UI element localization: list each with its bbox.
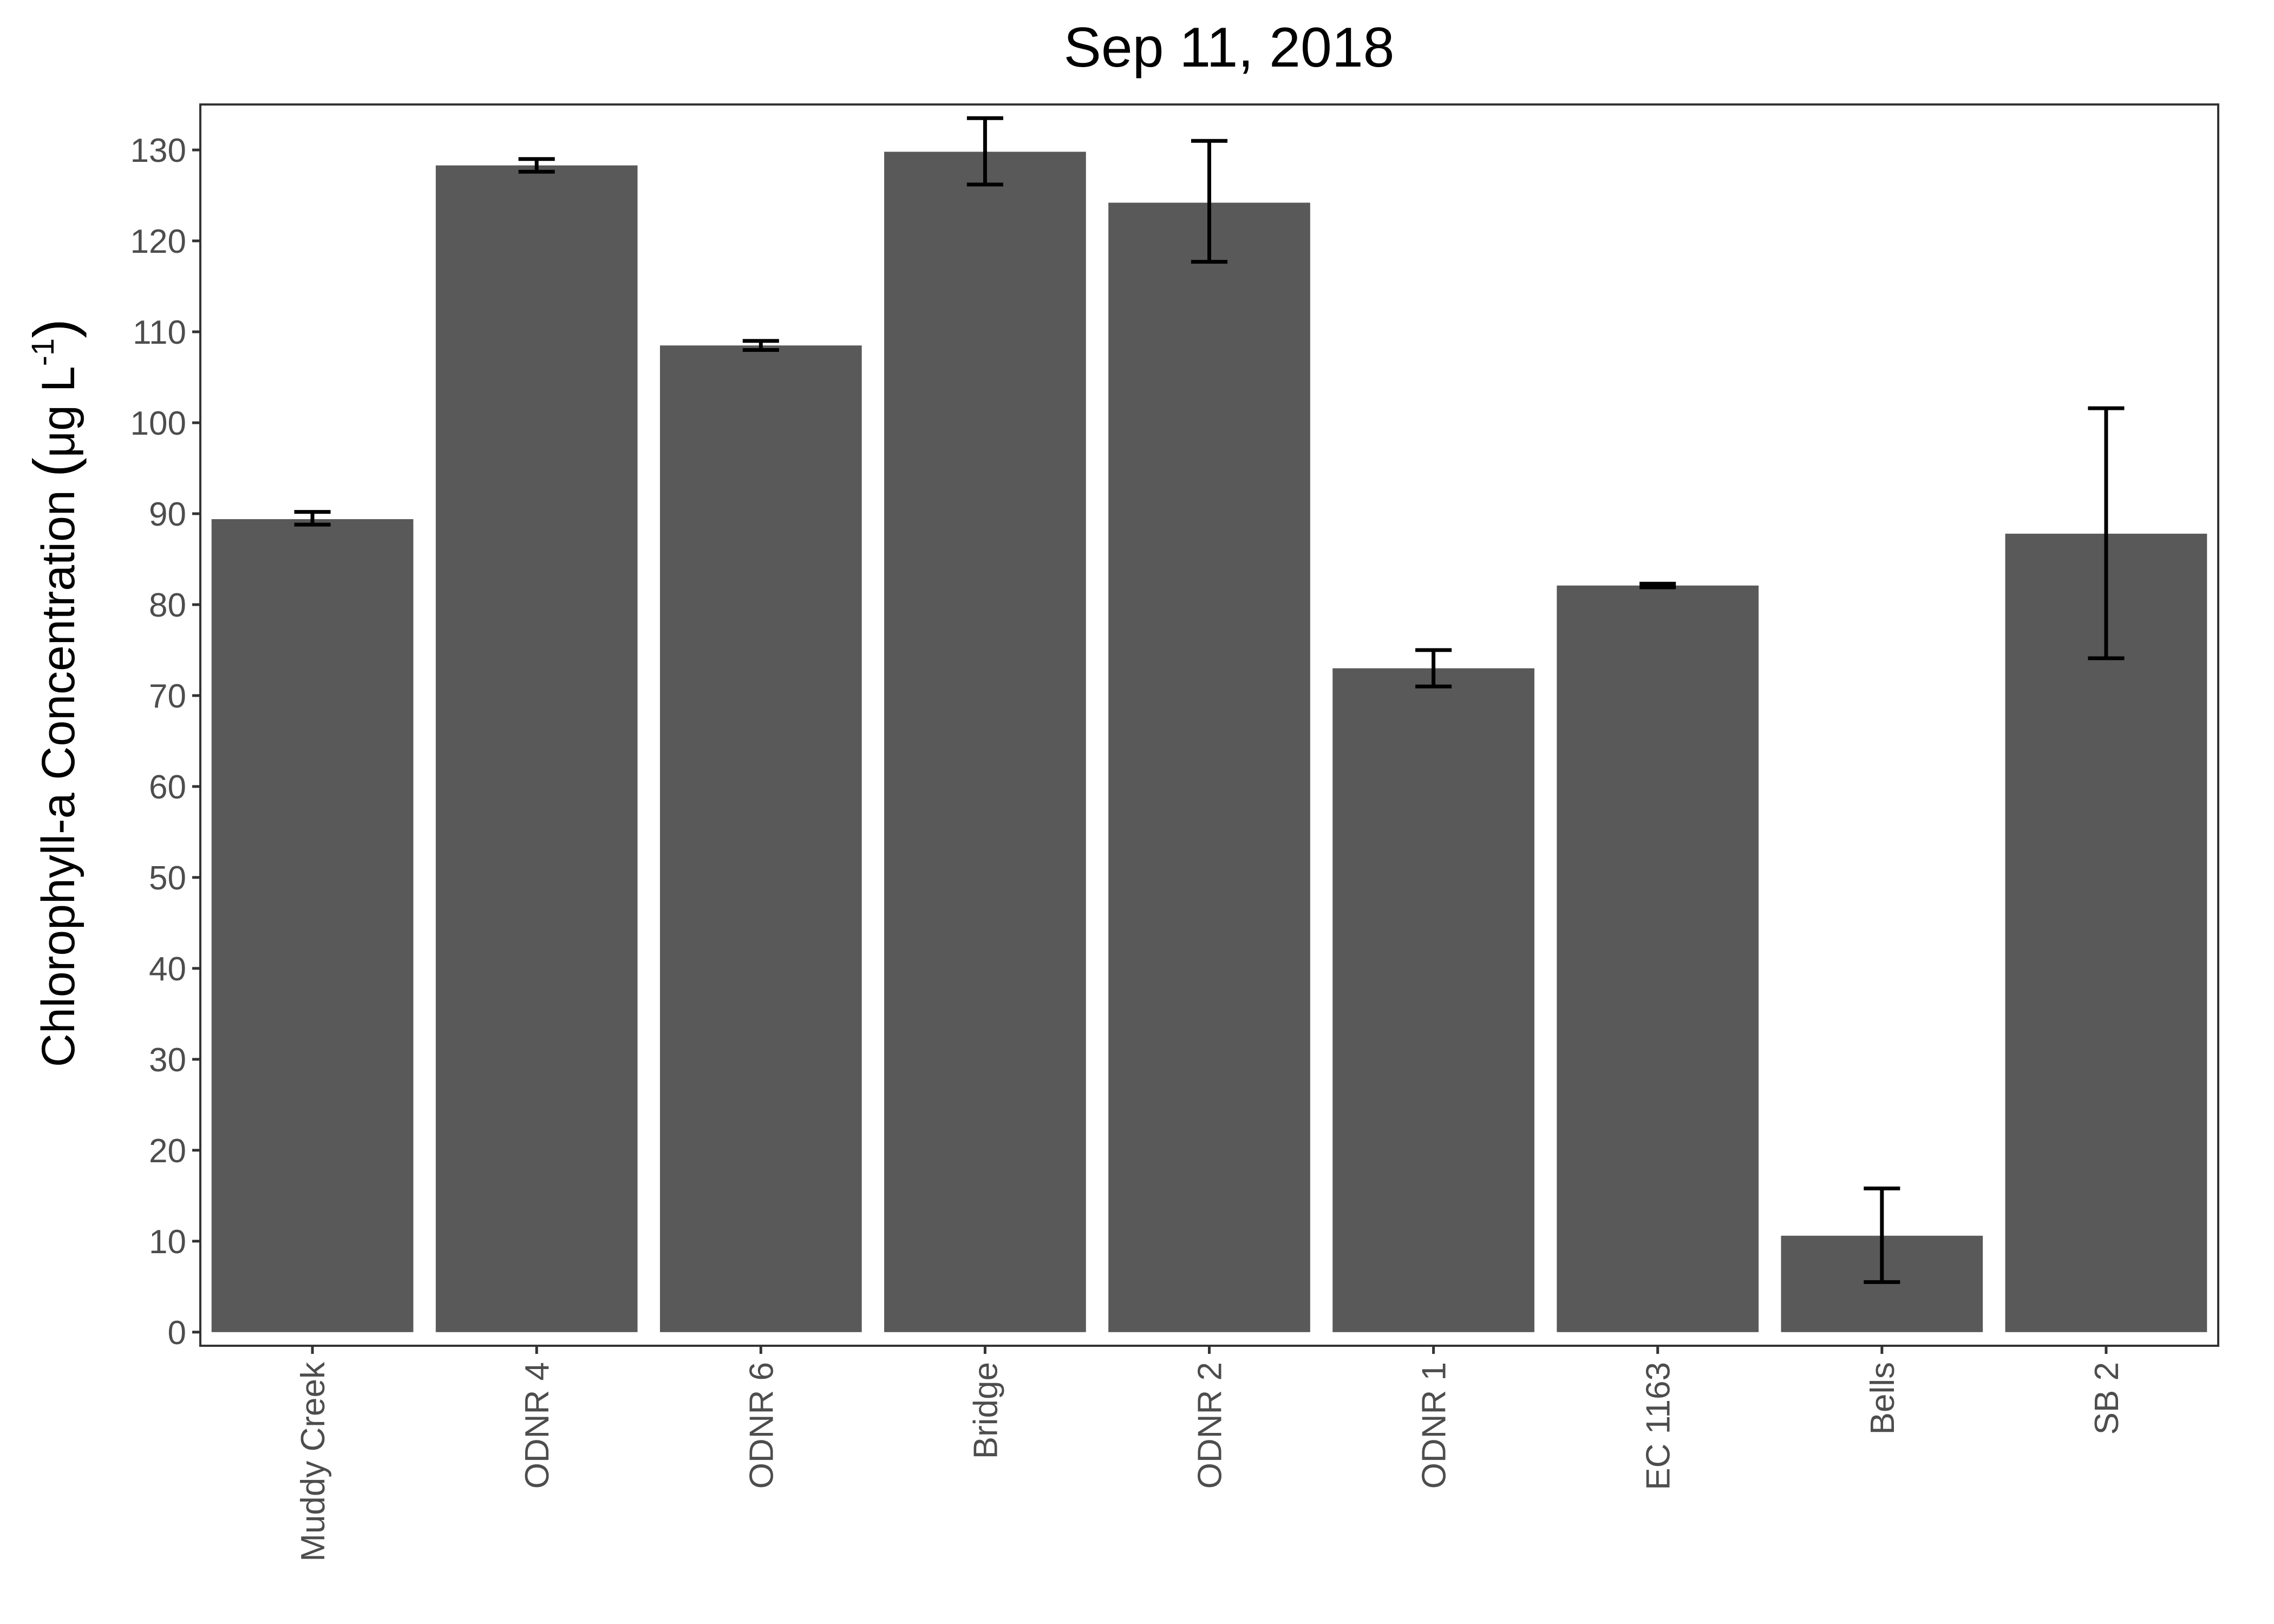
x-tick-label: Muddy Creek: [295, 1361, 332, 1562]
x-tick-label: EC 1163: [1640, 1362, 1677, 1490]
x-tick-label: ODNR 6: [743, 1362, 780, 1489]
y-axis-label: Chlorophyll-a Concentration (μg L-1): [21, 319, 87, 1068]
x-tick-label: SB 2: [2088, 1362, 2126, 1435]
x-tick-label: Bells: [1864, 1362, 1901, 1435]
y-tick-label: 20: [149, 1132, 186, 1170]
y-axis-label-unit: μg L: [32, 366, 84, 457]
y-tick-label: 30: [149, 1042, 186, 1079]
error-bar: [2088, 406, 2125, 660]
error-bar: [1191, 139, 1228, 264]
bar: [435, 165, 638, 1332]
y-axis-label-exponent: -1: [25, 338, 61, 366]
x-tick-label: ODNR 2: [1192, 1362, 1229, 1489]
x-tick-label: ODNR 1: [1416, 1362, 1453, 1489]
y-tick-label: 50: [149, 860, 186, 897]
error-bar: [294, 510, 331, 527]
bar: [211, 519, 414, 1332]
bar: [1108, 202, 1310, 1332]
chart-title: Sep 11, 2018: [1063, 16, 1394, 79]
error-bar: [1639, 581, 1676, 590]
y-tick-label: 90: [149, 496, 186, 533]
y-tick-label: 80: [149, 587, 186, 624]
y-tick-label: 120: [130, 223, 186, 260]
x-axis: Muddy Creek ODNR 4 ODNR 6 Bridge ODNR 2 ODNR …: [295, 1346, 2126, 1562]
y-tick-label: 130: [130, 132, 186, 169]
bar: [659, 345, 862, 1332]
y-tick-label: 10: [149, 1223, 186, 1261]
y-tick-label: 40: [149, 951, 186, 988]
bar: [1332, 668, 1534, 1332]
x-tick-label: ODNR 4: [519, 1362, 556, 1489]
x-tick-label: Bridge: [967, 1362, 1004, 1459]
error-bar: [518, 157, 555, 174]
bars: [211, 152, 2207, 1332]
plot-panel-border: [199, 103, 2219, 1347]
bar: [884, 152, 1086, 1332]
bar: [2005, 533, 2207, 1332]
y-tick-label: 70: [149, 678, 186, 715]
y-tick-label: 60: [149, 769, 186, 806]
y-tick-label: 110: [133, 314, 186, 351]
y-tick-label: 0: [168, 1314, 186, 1352]
error-bar: [1415, 648, 1452, 689]
error-bar: [1864, 1186, 1900, 1284]
error-bar: [966, 116, 1003, 187]
y-axis-label-close-paren: ): [21, 319, 87, 338]
error-bar: [742, 339, 779, 352]
y-axis: 0 10 20 30 40 50 60 70 80 90 100 110 120 130: [130, 132, 200, 1352]
y-tick-label: 100: [130, 405, 186, 442]
y-axis-label-open-paren: (: [21, 457, 87, 477]
error-bars: [294, 116, 2125, 1284]
y-axis-label-text: Chlorophyll-a Concentration: [32, 477, 84, 1067]
bar: [1557, 585, 1759, 1332]
